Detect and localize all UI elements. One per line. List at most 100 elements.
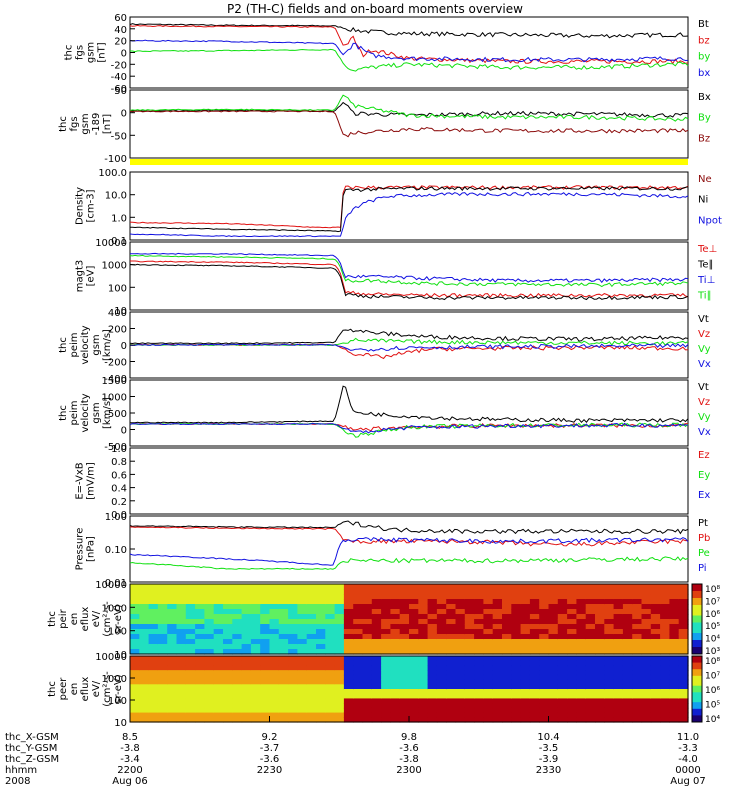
spectrogram-cell bbox=[678, 674, 689, 681]
spectrogram-cell bbox=[297, 604, 308, 610]
x-tick-value: 2200 bbox=[117, 765, 142, 776]
spectrogram-cell bbox=[474, 707, 484, 714]
spectrogram-cell bbox=[529, 689, 540, 695]
x-tick-value: -3.8 bbox=[120, 743, 140, 754]
spectrogram-cell bbox=[520, 589, 531, 595]
spectrogram-cell bbox=[576, 589, 587, 595]
spectrogram-cell bbox=[511, 644, 522, 650]
spectrogram-cell bbox=[576, 660, 587, 667]
y-tick-label: 100 bbox=[108, 283, 127, 294]
spectrogram-cell bbox=[343, 619, 354, 625]
spectrogram-cell bbox=[436, 674, 447, 681]
spectrogram-cell bbox=[176, 679, 187, 685]
spectrogram-cell bbox=[520, 698, 531, 704]
spectrogram-cell bbox=[455, 594, 466, 600]
spectrogram-cell bbox=[269, 679, 280, 685]
spectrogram-cell bbox=[260, 634, 271, 640]
spectrogram-cell bbox=[232, 589, 243, 595]
spectrogram-cell bbox=[567, 634, 577, 640]
spectrogram-cell bbox=[650, 693, 661, 700]
spectrogram-cell bbox=[297, 629, 308, 635]
spectrogram-cell bbox=[669, 679, 680, 685]
spectrogram-cell bbox=[260, 649, 271, 655]
spectrogram-cell bbox=[381, 624, 391, 630]
spectrogram-cell bbox=[130, 712, 140, 718]
legend-entry: Ti⊥ bbox=[697, 275, 715, 286]
spectrogram-cell bbox=[492, 707, 503, 714]
spectrogram-cell bbox=[604, 624, 615, 630]
spectrogram-cell bbox=[325, 656, 336, 662]
spectrogram-cell bbox=[557, 649, 568, 655]
spectrogram-cell bbox=[576, 629, 587, 635]
spectrogram-cell bbox=[306, 717, 317, 723]
spectrogram-cell bbox=[139, 665, 150, 671]
spectrogram-cell bbox=[399, 629, 410, 635]
spectrogram-cell bbox=[650, 660, 661, 667]
spectrogram-cell bbox=[613, 684, 624, 690]
spectrogram-cell bbox=[436, 649, 447, 655]
spectrogram-cell bbox=[195, 656, 205, 662]
spectrogram-cell bbox=[492, 639, 503, 645]
spectrogram-cell bbox=[436, 660, 447, 667]
spectrogram-cell bbox=[604, 698, 615, 704]
y-tick-label: 1000 bbox=[102, 261, 127, 272]
spectrogram-cell bbox=[529, 674, 540, 681]
spectrogram-cell bbox=[474, 589, 484, 595]
spectrogram-cell bbox=[660, 717, 670, 723]
spectrogram-cell bbox=[678, 584, 689, 590]
spectrogram-cell bbox=[483, 609, 494, 615]
spectrogram-cell bbox=[669, 674, 680, 681]
spectrogram-cell bbox=[678, 609, 689, 615]
spectrogram-cell bbox=[641, 624, 652, 630]
legend-entry: Npot bbox=[698, 215, 722, 226]
spectrogram-cell bbox=[130, 717, 140, 723]
spectrogram-cell bbox=[139, 644, 150, 650]
spectrogram-cell bbox=[436, 707, 447, 714]
spectrogram-cell bbox=[427, 712, 438, 718]
spectrogram-cell bbox=[595, 599, 605, 605]
spectrogram-cell bbox=[595, 689, 605, 695]
x-tick-value: -4.0 bbox=[678, 754, 698, 765]
spectrogram-cell bbox=[232, 693, 243, 700]
spectrogram-cell bbox=[195, 594, 205, 600]
spectrogram-cell bbox=[511, 689, 522, 695]
spectrogram-cell bbox=[539, 717, 550, 723]
spectrogram-cell bbox=[353, 693, 364, 700]
spectrogram-cell bbox=[548, 693, 559, 700]
spectrogram-cell bbox=[250, 644, 261, 650]
spectrogram-cell bbox=[139, 656, 150, 662]
spectrogram-cell bbox=[576, 665, 587, 671]
spectrogram-cell bbox=[371, 679, 382, 685]
spectrogram-cell bbox=[399, 594, 410, 600]
spectrogram-cell bbox=[455, 649, 466, 655]
spectrogram-cell bbox=[641, 698, 652, 704]
spectrogram-cell bbox=[650, 639, 661, 645]
spectrogram-cell bbox=[260, 712, 271, 718]
spectrogram-cell bbox=[260, 707, 271, 714]
spectrogram-cell bbox=[213, 684, 224, 690]
series-line-Pi bbox=[129, 537, 689, 566]
spectrogram-cell bbox=[632, 693, 643, 700]
spectrogram-cell bbox=[678, 660, 689, 667]
spectrogram-cell bbox=[353, 703, 364, 709]
spectrogram-cell bbox=[650, 670, 661, 676]
spectrogram-cell bbox=[650, 707, 661, 714]
x-tick-value: 2330 bbox=[536, 765, 561, 776]
spectrogram-cell bbox=[539, 693, 550, 700]
spectrogram-cell bbox=[474, 684, 484, 690]
y-axis-label: fgs bbox=[75, 45, 86, 60]
spectrogram-cell bbox=[492, 594, 503, 600]
spectrogram-cell bbox=[576, 614, 587, 620]
spectrogram-cell bbox=[613, 629, 624, 635]
spectrogram-cell bbox=[260, 619, 271, 625]
spectrogram-cell bbox=[334, 703, 345, 709]
spectrogram-cell bbox=[492, 589, 503, 595]
spectrogram-cell bbox=[399, 656, 410, 662]
spectrogram-cell bbox=[418, 656, 429, 662]
spectrogram-cell bbox=[148, 584, 159, 590]
spectrogram-cell bbox=[548, 665, 559, 671]
spectrogram-cell bbox=[446, 599, 457, 605]
spectrogram-cell bbox=[148, 707, 159, 714]
